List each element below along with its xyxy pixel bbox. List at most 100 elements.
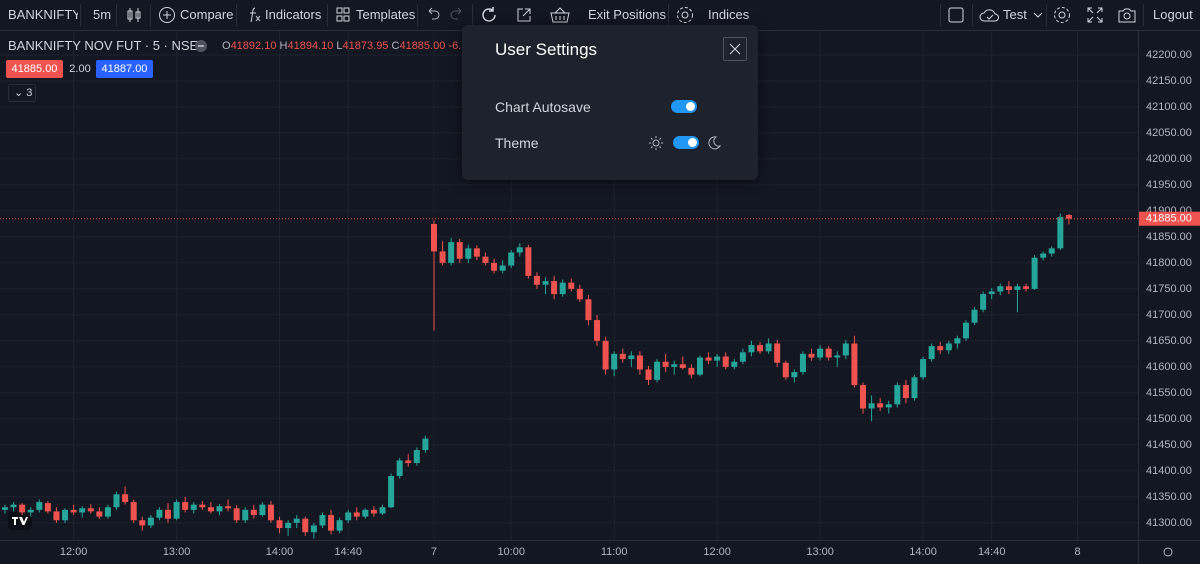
candle-body [216,506,223,512]
hide-icon[interactable] [194,39,208,53]
candle-body [885,404,892,408]
candle-body [782,362,789,378]
candle-body [997,286,1004,292]
y-tick-label: 41450.00 [1146,439,1192,451]
ohlc-key: H [279,40,288,52]
candle-body [27,509,34,513]
settings-icon[interactable] [675,5,695,25]
candle-body [165,509,172,519]
candle-body [585,299,592,321]
x-tick-label: 13:00 [806,546,834,558]
candle-body [533,275,540,285]
templates-icon[interactable] [335,6,351,24]
candle-body [53,511,60,521]
candle-body [739,352,746,362]
popout-icon[interactable] [515,6,533,24]
candle-body [962,322,969,339]
settings-icon-2[interactable] [1052,5,1072,25]
candle-body [44,503,51,512]
indicators-toggle[interactable]: ⌄ 3 [8,84,36,102]
candle-body [911,377,918,399]
candle-body [765,343,772,352]
fullscreen-icon[interactable] [1086,6,1104,24]
refresh-icon[interactable] [479,5,499,25]
candle-body [928,346,935,360]
chevron-icon[interactable] [1033,6,1043,24]
candle-body [851,343,858,386]
cloud-icon[interactable] [979,6,1001,24]
candle-body [937,346,944,351]
candle-body [122,494,129,503]
y-tick-label: 41800.00 [1146,257,1192,269]
candle-body [173,502,180,519]
settings-modal: User Settings Chart Autosave Theme [462,25,758,180]
autosave-label: Chart Autosave [495,99,591,115]
candle-body [36,502,43,510]
candle-body [62,509,69,521]
indices-button[interactable]: Indices [708,7,750,22]
symbol-button[interactable]: BANKNIFTY N [8,7,78,22]
axis-settings-icon[interactable] [1163,547,1173,557]
user-button[interactable]: Test [1003,7,1027,22]
chart-type-icon[interactable] [126,6,142,24]
candle-body [362,509,369,517]
candle-body [336,520,343,531]
candle-body [130,502,137,521]
candle-body [465,248,472,259]
candle-body [679,364,686,368]
candle-body [370,509,377,514]
candle-body [413,450,420,464]
candle-body [267,504,274,521]
candle-body [70,509,77,513]
camera-icon[interactable] [1117,6,1137,24]
symbol-title: BANKNIFTY NOV FUT · 5 · NSE [8,38,199,53]
candle-body [353,512,360,517]
logout-button[interactable]: Logout [1153,7,1193,22]
y-tick-label: 42000.00 [1146,153,1192,165]
compare-icon[interactable] [158,6,176,24]
candle-body [705,357,712,361]
candle-body [1048,248,1055,254]
candle-body [860,385,867,409]
candle-body [302,518,309,533]
y-tick-label: 41650.00 [1146,335,1192,347]
ohlc-values: O41892.10 H41894.10 L41873.95 C41885.00 … [222,40,461,52]
candle-body [542,281,549,285]
candle-body [293,518,300,523]
ohlc-value: 41894.10 [287,40,334,52]
y-tick-label: 42200.00 [1146,49,1192,61]
candle-body [516,247,523,253]
exit-positions-button[interactable]: Exit Positions [588,7,667,22]
templates-button[interactable]: Templates [356,7,416,22]
candle-body [259,504,266,516]
candle-body [430,223,437,252]
y-tick-label: 41950.00 [1146,179,1192,191]
ask-badge[interactable]: 41887.00 [96,60,153,78]
layout-icon[interactable] [947,6,965,24]
change-value: -6. [448,40,462,52]
x-tick-label: 10:00 [497,546,525,558]
candle-body [147,517,154,526]
theme-toggle[interactable] [673,136,699,149]
interval-button[interactable]: 5m [93,7,112,22]
candle-body [19,504,26,513]
autosave-toggle[interactable] [671,100,697,113]
indicators-icon[interactable] [246,6,262,24]
y-tick-label: 41600.00 [1146,361,1192,373]
candle-body [310,525,317,533]
candle-body [190,504,197,510]
basket-icon[interactable] [549,6,571,24]
close-button[interactable] [723,37,747,61]
y-tick-label: 41850.00 [1146,231,1192,243]
y-tick-label: 42150.00 [1146,75,1192,87]
redo-icon[interactable] [449,6,465,24]
bid-badge[interactable]: 41885.00 [6,60,63,78]
undo-icon[interactable] [425,6,441,24]
compare-button[interactable]: Compare [180,7,234,22]
ohlc-value: 41892.10 [230,40,277,52]
candle-body [199,504,206,508]
indicators-button[interactable]: Indicators [265,7,322,22]
candle-body [439,251,446,263]
last-price-label: 41885.00 [1146,213,1192,225]
candle-body [113,494,120,508]
